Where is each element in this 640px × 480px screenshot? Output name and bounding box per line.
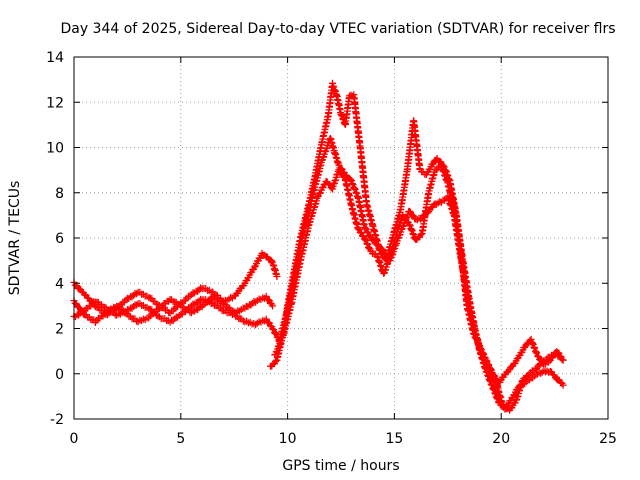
y-tick-label: 4 (55, 276, 64, 292)
x-axis-label: GPS time / hours (282, 458, 399, 474)
series-track-4 (267, 79, 565, 414)
y-tick-label: 2 (55, 322, 64, 338)
y-tick-label: 14 (46, 50, 64, 66)
y-tick-label: 6 (55, 231, 64, 247)
y-tick-label: 8 (55, 186, 64, 202)
x-tick-label: 0 (70, 431, 79, 447)
axis-ticks: 0 5 10 15 20 25 -2 0 2 4 6 8 10 12 14 (46, 50, 617, 447)
x-tick-label: 15 (385, 431, 403, 447)
y-tick-label: 0 (55, 367, 64, 383)
marker-path (271, 162, 567, 386)
y-tick-label: 12 (46, 95, 64, 111)
series-track-5 (275, 134, 567, 412)
x-tick-label: 25 (599, 431, 617, 447)
y-tick-label: 10 (46, 141, 64, 157)
chart-title: Day 344 of 2025, Sidereal Day-to-day VTE… (60, 21, 615, 37)
x-tick-label: 20 (492, 431, 510, 447)
y-tick-label: -2 (50, 412, 64, 428)
marker-path (275, 134, 567, 412)
x-tick-label: 10 (279, 431, 297, 447)
grid (74, 57, 608, 419)
marker-path (267, 79, 565, 414)
series-track-6 (271, 162, 567, 386)
data-points (70, 79, 567, 414)
x-tick-label: 5 (176, 431, 185, 447)
y-axis-label: SDTVAR / TECUs (7, 181, 23, 296)
